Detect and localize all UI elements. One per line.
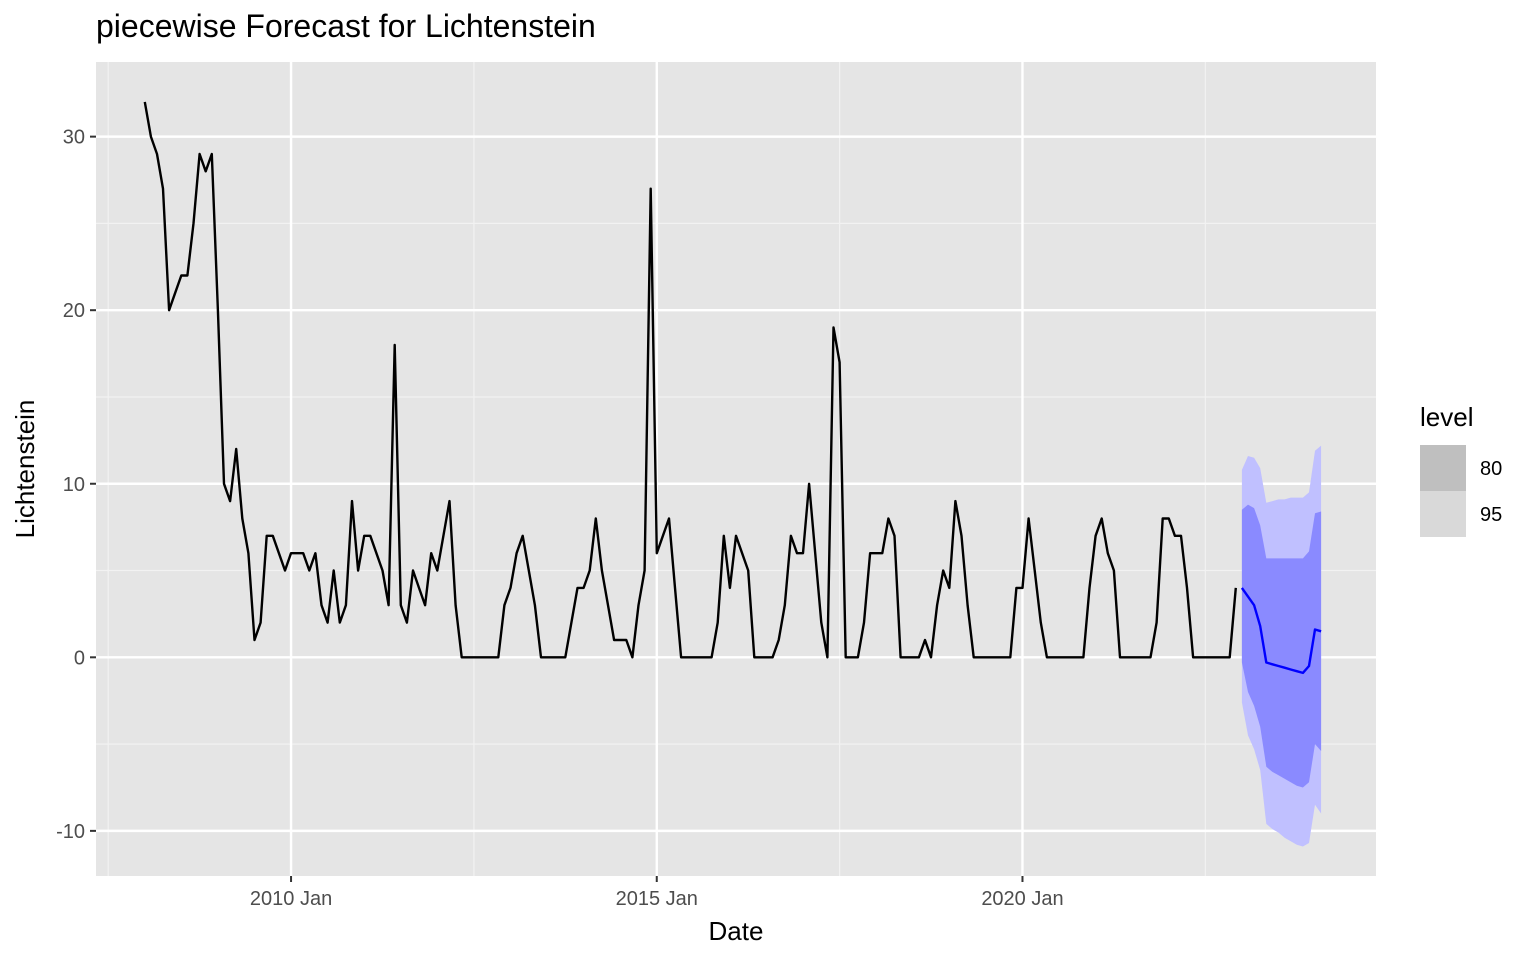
grid-minor [96,62,1376,876]
series-lines [143,101,1322,675]
x-tick-label: 2010 Jan [250,888,332,910]
grid-major [96,62,1376,876]
legend-key-80 [1420,445,1466,491]
legend-label-95: 95 [1480,504,1502,526]
forecast-intervals [1241,445,1322,847]
y-tick-label: 10 [63,474,85,496]
legend: level 80 95 [1420,402,1502,537]
y-axis-title: Lichtenstein [10,400,40,539]
forecast-mean-line [1240,587,1322,675]
chart-title: piecewise Forecast for Lichtenstein [96,8,596,44]
legend-title: level [1420,402,1473,432]
legend-label-80: 80 [1480,458,1502,480]
plot-panel [96,62,1376,876]
x-axis-title: Date [709,916,764,946]
legend-key-95 [1420,491,1466,537]
y-tick-label: 30 [63,127,85,149]
y-tick-label: 20 [63,300,85,322]
axes: 2010 Jan 2015 Jan 2020 Jan -10 0 10 20 30 [56,127,1064,910]
history-line [143,101,1237,659]
y-tick-label: 0 [74,647,85,669]
y-tick-label: -10 [56,821,85,843]
x-tick-label: 2020 Jan [981,888,1063,910]
band-80 [1241,504,1322,788]
x-tick-label: 2015 Jan [616,888,698,910]
